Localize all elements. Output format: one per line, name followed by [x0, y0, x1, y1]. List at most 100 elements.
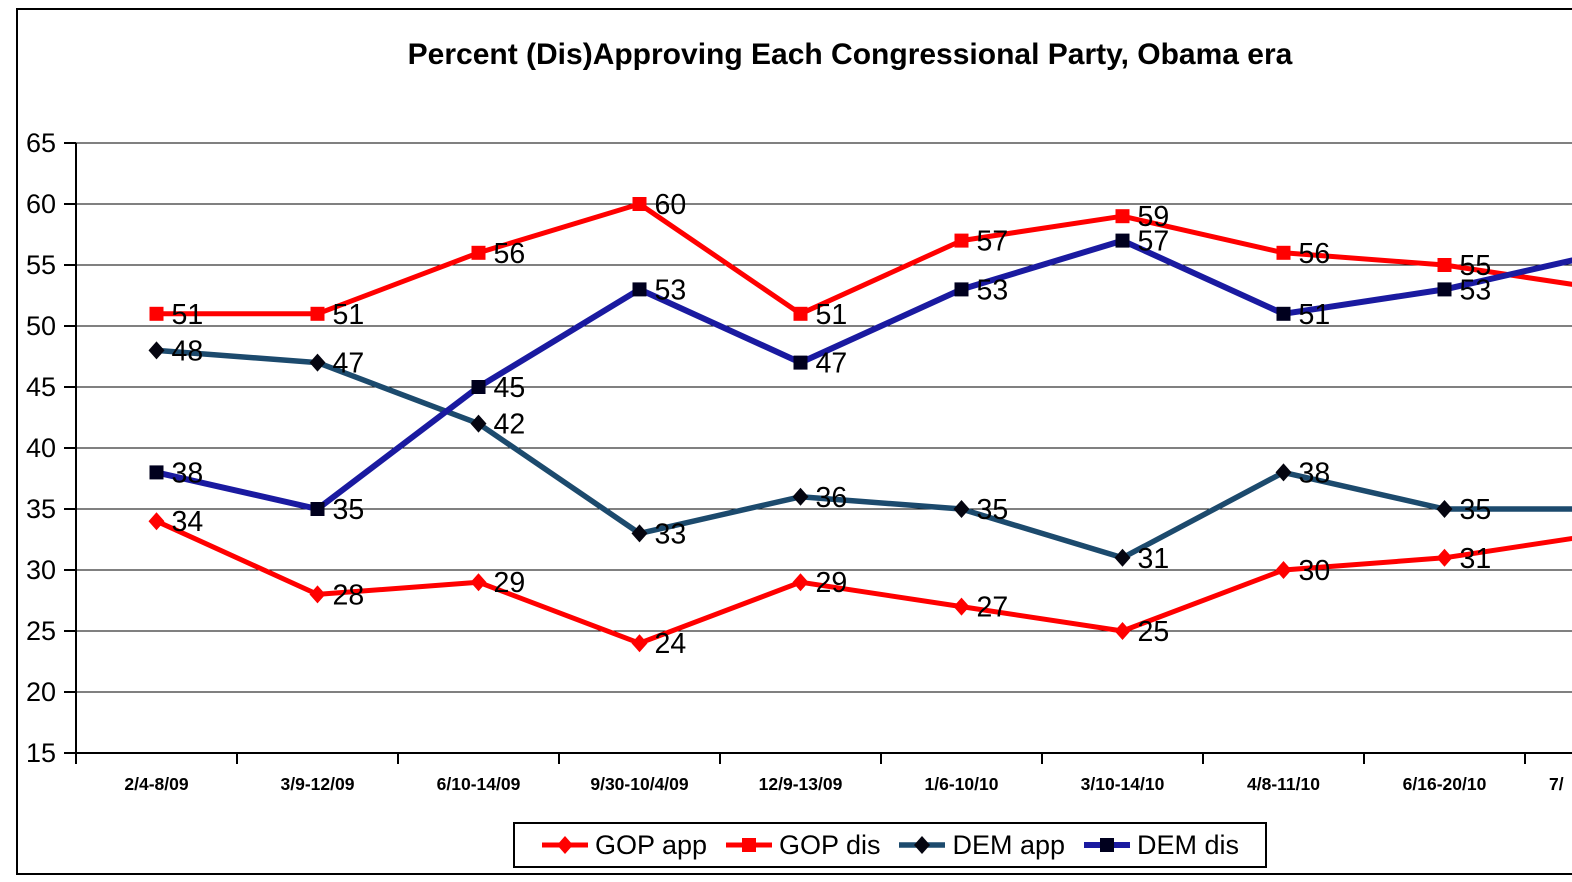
- marker-gop-dis: [954, 233, 969, 248]
- marker-gop-app: [631, 634, 648, 653]
- marker-gop-dis: [471, 245, 486, 260]
- data-label: 24: [655, 628, 687, 660]
- marker-gop-app: [953, 597, 970, 616]
- data-label: 53: [977, 274, 1009, 306]
- data-label: 57: [977, 226, 1009, 258]
- legend-item-gop-dis: GOP dis: [725, 830, 881, 861]
- y-axis-label: 20: [26, 677, 56, 707]
- x-axis-label: 6/16-20/10: [1403, 774, 1487, 794]
- marker-dem-app: [148, 341, 165, 360]
- x-axis-label: 12/9-13/09: [759, 774, 843, 794]
- data-label: 34: [172, 506, 204, 538]
- x-axis-label: 3/9-12/09: [281, 774, 355, 794]
- marker-dem-dis: [793, 355, 808, 370]
- legend-item-gop-app: GOP app: [541, 830, 707, 861]
- x-axis-label: 2/4-8/09: [124, 774, 188, 794]
- data-label: 31: [1138, 543, 1170, 575]
- marker-dem-app: [953, 500, 970, 518]
- y-axis-label: 60: [26, 189, 56, 219]
- marker-gop-app: [1436, 548, 1453, 567]
- x-axis-label: 3/10-14/10: [1081, 774, 1165, 794]
- legend-swatch-icon: [899, 836, 946, 854]
- marker-gop-dis: [310, 306, 325, 321]
- data-label: 29: [816, 567, 848, 599]
- legend-label: DEM dis: [1136, 829, 1239, 860]
- data-label: 35: [977, 494, 1009, 526]
- legend-label: DEM app: [952, 829, 1066, 860]
- legend-item-dem-dis: DEM dis: [1083, 830, 1239, 861]
- marker-gop-dis: [149, 306, 164, 321]
- marker-dem-dis: [1115, 233, 1130, 248]
- marker-dem-dis: [632, 282, 647, 297]
- marker-dem-dis: [471, 380, 486, 394]
- chart-line-dem-dis: [153, 237, 1572, 512]
- data-label: 53: [1460, 274, 1492, 306]
- data-label: 47: [816, 348, 848, 380]
- data-label: 29: [494, 567, 526, 599]
- x-axis-label: 4/8-11/10: [1247, 774, 1320, 794]
- y-axis-label: 50: [26, 311, 56, 341]
- y-axis-label: 35: [26, 494, 56, 524]
- data-label: 56: [1299, 238, 1331, 270]
- data-label: 59: [1138, 201, 1170, 233]
- chart-line-gop-app: [154, 518, 1572, 646]
- y-axis-label: 40: [26, 433, 56, 463]
- data-label: 57: [1138, 226, 1170, 258]
- y-axis-label: 45: [26, 372, 56, 402]
- chart-line-gop-dis: [154, 201, 1572, 317]
- marker-dem-app: [631, 524, 648, 543]
- data-label: 51: [172, 299, 204, 331]
- marker-gop-dis: [632, 197, 647, 211]
- marker-dem-app: [1114, 548, 1131, 567]
- marker-gop-dis: [1115, 209, 1130, 224]
- marker-dem-app: [470, 414, 487, 433]
- data-label: 30: [1299, 555, 1331, 587]
- data-label: 51: [333, 299, 365, 331]
- data-label: 27: [977, 592, 1009, 624]
- marker-gop-dis: [1276, 245, 1291, 260]
- data-label: 38: [172, 457, 204, 489]
- marker-gop-app: [1275, 561, 1292, 579]
- marker-dem-app: [309, 353, 326, 372]
- y-axis-label: 25: [26, 616, 56, 646]
- legend: GOP app GOP dis DEM app DEM dis: [513, 822, 1267, 868]
- legend-label: GOP dis: [779, 829, 881, 860]
- x-axis-label-partial: 7/: [1549, 774, 1564, 794]
- marker-dem-dis: [1437, 282, 1452, 297]
- marker-gop-app: [1114, 622, 1131, 640]
- data-label: 45: [494, 372, 526, 404]
- data-label: 51: [1299, 299, 1331, 331]
- data-label: 31: [1460, 543, 1492, 575]
- marker-dem-dis: [1276, 306, 1291, 321]
- x-axis-label: 1/6-10/10: [925, 774, 999, 794]
- data-label: 36: [816, 482, 848, 514]
- data-label: 35: [1460, 494, 1492, 526]
- marker-dem-app: [1275, 463, 1292, 482]
- legend-item-dem-app: DEM app: [898, 830, 1065, 861]
- marker-dem-dis: [310, 502, 325, 516]
- marker-gop-dis: [1437, 258, 1452, 272]
- y-axis-label: 65: [26, 128, 56, 158]
- data-label: 55: [1460, 250, 1492, 282]
- marker-dem-app: [792, 487, 809, 506]
- chart-line-dem-app: [153, 347, 1572, 561]
- data-label: 60: [655, 189, 687, 221]
- legend-swatch-icon: [1083, 838, 1130, 852]
- marker-gop-app: [309, 585, 326, 604]
- data-label: 42: [494, 409, 526, 441]
- marker-dem-dis: [954, 282, 969, 297]
- marker-gop-app: [792, 573, 809, 592]
- data-label: 28: [333, 579, 365, 611]
- marker-gop-app: [148, 512, 165, 531]
- data-label: 33: [655, 518, 687, 550]
- y-axis-label: 15: [26, 738, 56, 768]
- legend-swatch-icon: [726, 838, 772, 852]
- chart-frame: [16, 8, 1572, 875]
- x-axis-label: 6/10-14/09: [437, 774, 521, 794]
- legend-swatch-icon: [542, 836, 588, 854]
- data-label: 47: [333, 348, 365, 380]
- data-label: 53: [655, 274, 687, 306]
- data-label: 56: [494, 238, 526, 270]
- marker-gop-app: [470, 573, 487, 592]
